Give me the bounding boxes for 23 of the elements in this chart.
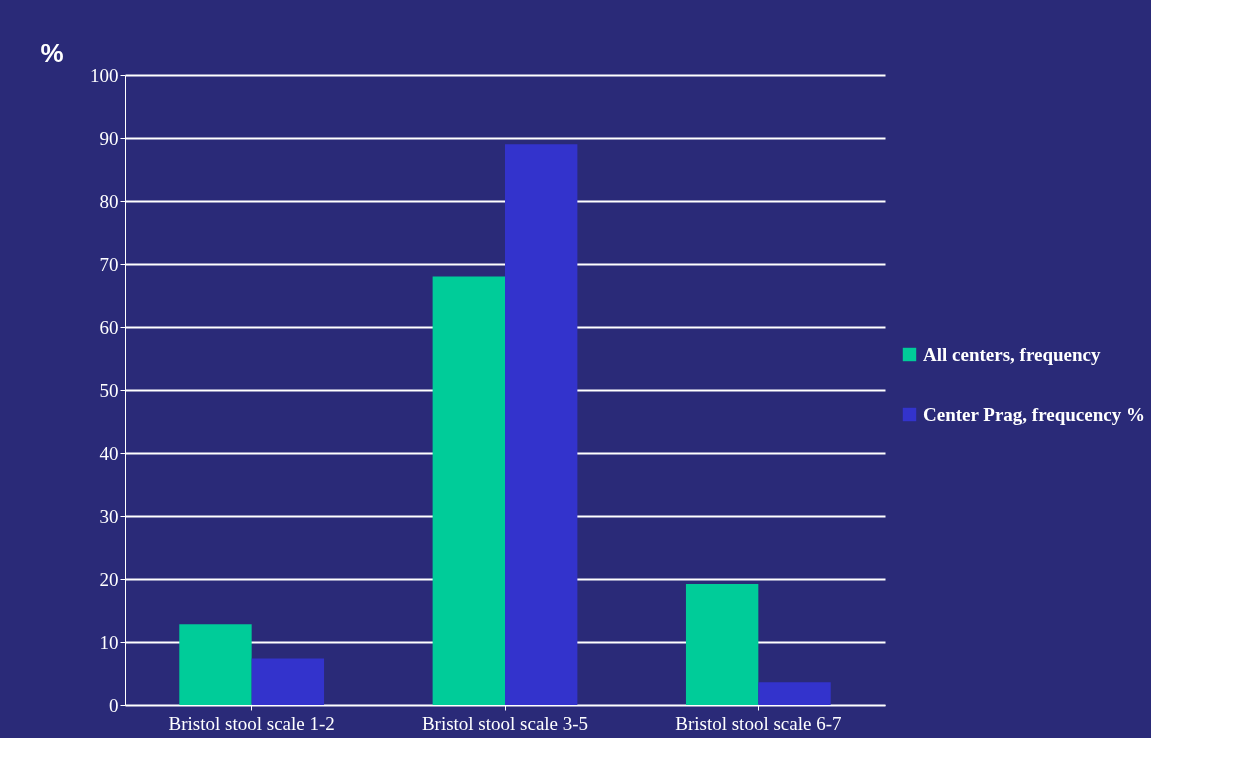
x-tick-label: Bristol stool scale 1-2: [168, 712, 335, 734]
bar: [179, 624, 252, 705]
bar: [758, 682, 831, 705]
bar: [685, 584, 759, 705]
y-tick-label: 80: [99, 190, 119, 212]
y-axis-title: %: [40, 37, 64, 68]
legend-label: Center Prag, frequcency %: [923, 403, 1145, 425]
bar: [251, 658, 325, 705]
y-tick-label: 40: [99, 442, 119, 464]
x-tick-label: Bristol stool scale 3-5: [421, 712, 589, 734]
y-tick-label: 10: [99, 631, 119, 653]
y-tick-label: 0: [109, 694, 119, 716]
y-tick-label: 100: [90, 64, 119, 86]
y-tick-label: 70: [99, 253, 119, 275]
y-tick-label: 60: [99, 316, 119, 338]
y-tick-label: 30: [99, 505, 119, 527]
y-tick-label: 50: [99, 379, 119, 401]
bar: [432, 276, 505, 705]
bar: [505, 144, 578, 705]
y-tick-label: 90: [99, 127, 119, 149]
y-tick-label: 20: [99, 568, 119, 590]
x-tick-label: Bristol stool scale 6-7: [675, 712, 842, 734]
legend-label: All centers, frequency: [923, 343, 1101, 365]
